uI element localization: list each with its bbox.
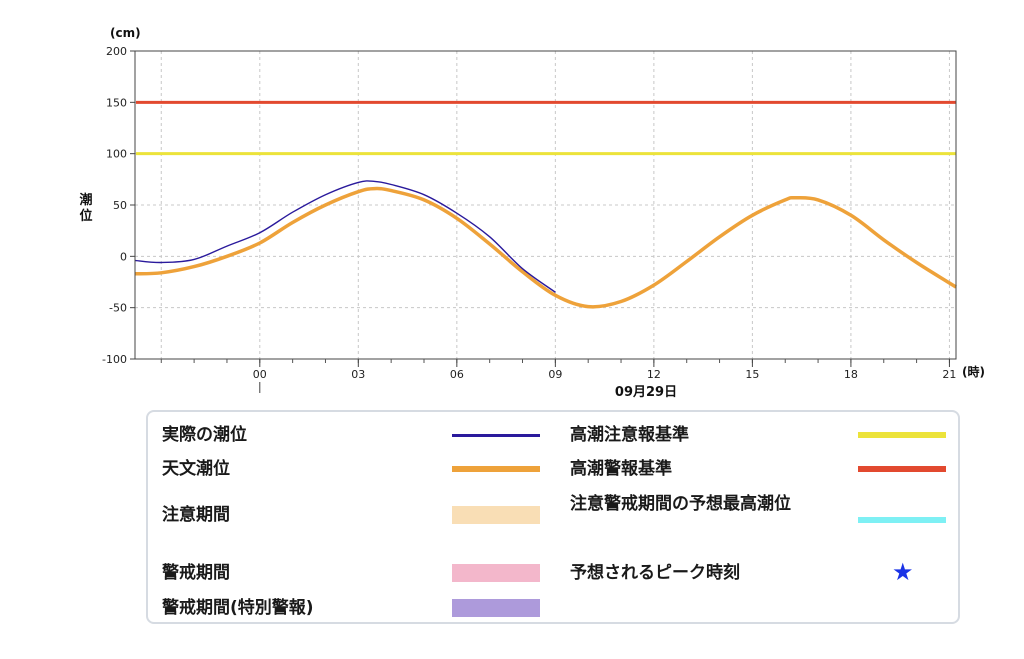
legend: 実際の潮位天文潮位注意期間警戒期間警戒期間(特別警報) 高潮注意報基準 高潮警報基準… bbox=[146, 410, 960, 624]
tide-chart: 200 150 100 50 0 -50 -100 00 03 06 09 12 15 18 21 (cm… bbox=[79, 26, 985, 400]
x-tick-label: 06 bbox=[450, 368, 464, 381]
y-tick-label: -50 bbox=[109, 302, 127, 315]
legend-line-swatch bbox=[452, 466, 540, 472]
legend-line-swatch bbox=[452, 434, 540, 437]
legend-band-swatch bbox=[452, 564, 540, 582]
legend-label: 警戒期間 bbox=[162, 563, 230, 583]
x-tick-label: 00 bbox=[253, 368, 267, 381]
y-tick-label: 100 bbox=[106, 148, 127, 161]
y-tick-label: 150 bbox=[106, 96, 127, 109]
legend-label: 高潮警報基準 bbox=[570, 459, 672, 479]
observed-tide-line bbox=[134, 180, 556, 293]
legend-band-swatch bbox=[452, 599, 540, 617]
legend-label: 警戒期間(特別警報) bbox=[162, 598, 314, 618]
x-tick-label: 15 bbox=[745, 368, 759, 381]
peak-star-icon: ★ bbox=[892, 558, 914, 586]
y-axis-title-char: 潮 bbox=[79, 192, 92, 208]
astronomical-tide-line bbox=[134, 186, 957, 309]
x-tick-label: 09 bbox=[548, 368, 562, 381]
y-axis: 200 150 100 50 0 -50 -100 bbox=[102, 45, 135, 366]
legend-label: 注意警戒期間の予想最高潮位 bbox=[570, 494, 791, 514]
legend-label: 注意期間 bbox=[162, 505, 230, 525]
x-tick-label: 03 bbox=[351, 368, 365, 381]
y-axis-title: 潮位 bbox=[79, 192, 92, 224]
legend-label: 高潮注意報基準 bbox=[570, 425, 689, 445]
x-axis: 00 03 06 09 12 15 18 21 bbox=[160, 359, 956, 393]
legend-label: 予想されるピーク時刻 bbox=[570, 563, 740, 583]
threshold-lines bbox=[136, 100, 956, 156]
y-tick-label: 50 bbox=[113, 199, 127, 212]
x-tick-label: 21 bbox=[942, 368, 956, 381]
legend-band-swatch bbox=[452, 506, 540, 524]
series-lines bbox=[134, 180, 957, 309]
legend-label: 天文潮位 bbox=[162, 459, 230, 479]
y-axis-title-char: 位 bbox=[79, 208, 92, 224]
x-tick-label: 18 bbox=[844, 368, 858, 381]
y-tick-label: 0 bbox=[120, 250, 127, 263]
date-label: 09月29日 bbox=[615, 385, 677, 400]
legend-line-swatch bbox=[858, 517, 946, 523]
x-tick-label: 12 bbox=[647, 368, 661, 381]
x-unit-label: (時) bbox=[962, 364, 985, 379]
legend-line-swatch bbox=[858, 432, 946, 438]
y-tick-label: 200 bbox=[106, 45, 127, 58]
y-unit-label: (cm) bbox=[110, 26, 141, 40]
legend-label: 実際の潮位 bbox=[162, 425, 247, 445]
y-tick-label: -100 bbox=[102, 353, 127, 366]
legend-line-swatch bbox=[858, 466, 946, 472]
